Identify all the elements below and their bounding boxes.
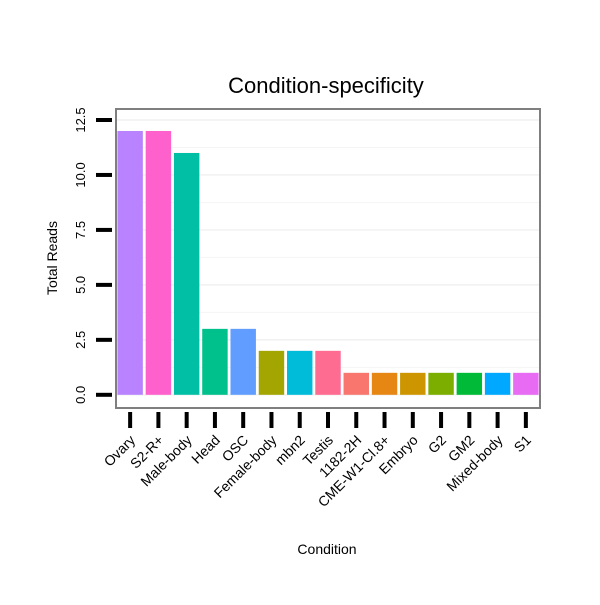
y-axis-label: Total Reads (44, 221, 60, 295)
bar-embryo (400, 372, 426, 395)
y-tick-label: 2.5 (73, 331, 88, 349)
y-tick-label: 12.5 (73, 107, 88, 132)
x-axis: OvaryS2-R+Male-bodyHeadOSCFemale-bodymbn… (101, 412, 535, 510)
bar-1182-2h (343, 372, 369, 395)
bar-mixed-body (484, 372, 511, 395)
bar-testis (315, 350, 341, 395)
y-axis: 0.0 2.5 5.0 7.5 10.0 12.5 (73, 107, 112, 404)
bar-mbn2 (287, 350, 313, 395)
bar-cme-w1-cl-8- (371, 372, 398, 395)
bar-male-body (173, 152, 200, 395)
y-tick-label: 10.0 (73, 162, 88, 187)
y-tick-label: 0.0 (73, 386, 88, 404)
bar-s2-r- (145, 130, 172, 395)
bar-s1 (513, 372, 539, 395)
y-tick-label: 7.5 (73, 221, 88, 239)
bar-g2 (428, 372, 454, 395)
chart-title: Condition-specificity (228, 73, 424, 98)
bar-gm2 (456, 372, 483, 395)
x-tick-label: S1 (511, 432, 535, 456)
bars (117, 130, 539, 395)
x-tick-label: mbn2 (272, 432, 308, 468)
bar-head (202, 328, 228, 395)
bar-female-body (258, 350, 285, 395)
x-axis-label: Condition (297, 541, 356, 557)
plot-panel-border (115, 108, 541, 409)
bar-ovary (117, 130, 143, 395)
y-tick-label: 5.0 (73, 276, 88, 294)
bar-osc (230, 328, 256, 395)
x-tick-label: Head (188, 432, 223, 467)
